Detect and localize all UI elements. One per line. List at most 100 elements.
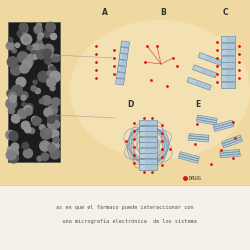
Circle shape bbox=[20, 64, 30, 73]
Circle shape bbox=[52, 120, 60, 128]
Bar bbox=[196, 120, 216, 125]
Bar bbox=[116, 72, 125, 79]
Bar bbox=[214, 122, 234, 129]
Bar bbox=[120, 66, 123, 72]
Ellipse shape bbox=[70, 20, 250, 160]
Circle shape bbox=[22, 102, 26, 106]
Bar bbox=[226, 82, 230, 87]
Circle shape bbox=[44, 44, 54, 54]
Circle shape bbox=[46, 22, 56, 32]
Bar bbox=[230, 75, 235, 81]
Circle shape bbox=[39, 99, 44, 103]
Bar bbox=[194, 80, 203, 87]
Circle shape bbox=[50, 67, 56, 73]
Bar bbox=[220, 150, 240, 153]
Bar bbox=[151, 164, 157, 170]
Circle shape bbox=[37, 23, 42, 28]
Circle shape bbox=[9, 154, 18, 163]
Circle shape bbox=[50, 54, 57, 61]
Bar bbox=[230, 36, 235, 42]
Bar bbox=[200, 68, 208, 75]
Circle shape bbox=[9, 131, 18, 140]
Text: A: A bbox=[102, 8, 108, 17]
Bar bbox=[221, 56, 235, 62]
Circle shape bbox=[47, 50, 52, 56]
Circle shape bbox=[30, 50, 39, 59]
Circle shape bbox=[8, 108, 14, 114]
Bar bbox=[121, 79, 124, 85]
Text: una micrografía electrónica  de los sistema: una micrografía electrónica de los siste… bbox=[53, 218, 197, 224]
Bar bbox=[145, 137, 151, 142]
Bar bbox=[8, 22, 60, 162]
Text: C: C bbox=[222, 8, 228, 17]
Bar bbox=[221, 49, 235, 55]
Circle shape bbox=[38, 36, 42, 40]
Circle shape bbox=[24, 56, 34, 66]
Circle shape bbox=[51, 115, 59, 123]
Bar bbox=[151, 131, 157, 136]
Bar bbox=[151, 153, 157, 158]
Circle shape bbox=[50, 148, 60, 159]
Circle shape bbox=[12, 48, 16, 53]
Circle shape bbox=[24, 149, 32, 158]
Bar bbox=[189, 134, 209, 137]
Bar bbox=[213, 120, 233, 127]
Circle shape bbox=[7, 57, 18, 67]
Circle shape bbox=[22, 59, 32, 69]
Bar bbox=[124, 60, 127, 66]
Bar bbox=[222, 135, 241, 144]
Bar bbox=[188, 138, 208, 142]
Circle shape bbox=[12, 85, 22, 96]
Bar bbox=[117, 66, 126, 72]
Bar bbox=[192, 65, 217, 78]
Bar bbox=[226, 68, 230, 74]
Bar bbox=[145, 164, 151, 170]
Bar bbox=[145, 153, 151, 158]
Circle shape bbox=[43, 49, 51, 58]
Circle shape bbox=[50, 130, 59, 138]
Bar bbox=[221, 36, 235, 42]
Circle shape bbox=[48, 105, 58, 115]
Circle shape bbox=[19, 23, 28, 32]
Circle shape bbox=[14, 89, 18, 94]
Circle shape bbox=[25, 126, 31, 133]
Circle shape bbox=[32, 116, 38, 123]
Bar bbox=[226, 56, 230, 62]
Circle shape bbox=[21, 95, 26, 100]
Circle shape bbox=[19, 111, 26, 117]
Text: as en que el fármaco puede interaccionar con: as en que el fármaco puede interaccionar… bbox=[56, 205, 194, 210]
Circle shape bbox=[6, 42, 14, 50]
Circle shape bbox=[6, 150, 16, 160]
Circle shape bbox=[6, 130, 15, 140]
Bar bbox=[139, 164, 157, 170]
Bar bbox=[208, 70, 216, 78]
Circle shape bbox=[21, 92, 28, 99]
Circle shape bbox=[25, 108, 32, 115]
Bar bbox=[121, 60, 124, 66]
Circle shape bbox=[7, 90, 14, 97]
Circle shape bbox=[12, 115, 17, 119]
Bar bbox=[121, 41, 130, 48]
Circle shape bbox=[18, 32, 24, 38]
Bar bbox=[226, 75, 230, 81]
Circle shape bbox=[24, 38, 29, 43]
Bar bbox=[226, 42, 230, 48]
Bar bbox=[145, 148, 151, 153]
Bar bbox=[226, 49, 230, 55]
Circle shape bbox=[25, 104, 33, 112]
Bar bbox=[230, 42, 235, 48]
Circle shape bbox=[11, 143, 19, 150]
Bar bbox=[0, 0, 250, 185]
Bar bbox=[118, 78, 122, 85]
Circle shape bbox=[18, 109, 27, 118]
Circle shape bbox=[50, 86, 55, 91]
Bar bbox=[189, 136, 209, 140]
Circle shape bbox=[9, 95, 16, 102]
Bar bbox=[197, 115, 217, 120]
Bar bbox=[145, 120, 151, 125]
Bar bbox=[220, 152, 240, 156]
Circle shape bbox=[27, 45, 32, 50]
Bar bbox=[0, 185, 250, 250]
Circle shape bbox=[42, 96, 51, 105]
Bar bbox=[119, 53, 128, 60]
